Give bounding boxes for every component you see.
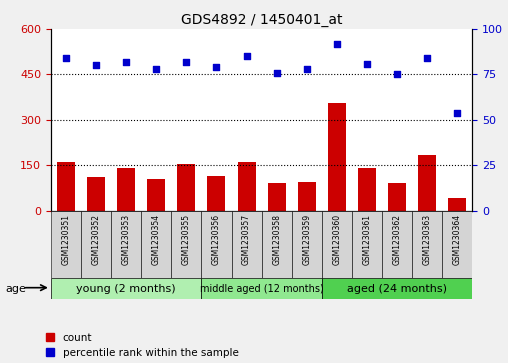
Bar	[322, 278, 472, 299]
Bar	[232, 211, 262, 278]
Bar	[382, 211, 412, 278]
Bar	[449, 199, 466, 211]
Text: GSM1230355: GSM1230355	[182, 214, 191, 265]
Point	[333, 41, 341, 46]
Text: GSM1230364: GSM1230364	[453, 214, 462, 265]
Text: GSM1230351: GSM1230351	[61, 214, 71, 265]
Text: GSM1230352: GSM1230352	[91, 214, 101, 265]
Bar	[358, 168, 376, 211]
Text: GSM1230357: GSM1230357	[242, 214, 251, 265]
Bar	[322, 211, 352, 278]
Bar	[141, 211, 171, 278]
Text: GSM1230360: GSM1230360	[332, 214, 341, 265]
Bar	[81, 211, 111, 278]
Text: GSM1230354: GSM1230354	[152, 214, 161, 265]
Text: aged (24 months): aged (24 months)	[347, 284, 447, 294]
Text: age: age	[5, 284, 26, 294]
Bar	[292, 211, 322, 278]
Point	[393, 72, 401, 77]
Point	[92, 62, 100, 68]
Bar	[201, 211, 232, 278]
Bar	[412, 211, 442, 278]
Text: GSM1230362: GSM1230362	[393, 214, 402, 265]
Bar	[262, 211, 292, 278]
Point	[303, 66, 311, 72]
Text: GSM1230363: GSM1230363	[423, 214, 432, 265]
Text: GSM1230361: GSM1230361	[363, 214, 371, 265]
Point	[122, 59, 130, 65]
Bar	[147, 179, 165, 211]
Point	[152, 66, 160, 72]
Bar	[352, 211, 382, 278]
Bar	[238, 162, 256, 211]
Bar	[117, 168, 135, 211]
Point	[273, 70, 281, 76]
Point	[363, 61, 371, 66]
Text: young (2 months): young (2 months)	[76, 284, 176, 294]
Bar	[51, 211, 81, 278]
Bar	[328, 103, 346, 211]
Text: GSM1230359: GSM1230359	[302, 214, 311, 265]
Point	[423, 55, 431, 61]
Point	[242, 53, 250, 59]
Point	[62, 55, 70, 61]
Text: GSM1230358: GSM1230358	[272, 214, 281, 265]
Point	[453, 110, 461, 115]
Bar	[298, 182, 316, 211]
Bar	[57, 162, 75, 211]
Point	[182, 59, 190, 65]
Bar	[268, 183, 285, 211]
Bar	[442, 211, 472, 278]
Bar	[201, 278, 322, 299]
Legend: count, percentile rank within the sample: count, percentile rank within the sample	[46, 333, 238, 358]
Bar	[87, 177, 105, 211]
Bar	[111, 211, 141, 278]
Text: GSM1230353: GSM1230353	[121, 214, 131, 265]
Title: GDS4892 / 1450401_at: GDS4892 / 1450401_at	[181, 13, 342, 26]
Text: GSM1230356: GSM1230356	[212, 214, 221, 265]
Bar	[177, 164, 196, 211]
Bar	[171, 211, 201, 278]
Point	[212, 64, 220, 70]
Bar	[51, 278, 201, 299]
Text: middle aged (12 months): middle aged (12 months)	[200, 284, 324, 294]
Bar	[207, 176, 226, 211]
Bar	[388, 183, 406, 211]
Bar	[418, 155, 436, 211]
